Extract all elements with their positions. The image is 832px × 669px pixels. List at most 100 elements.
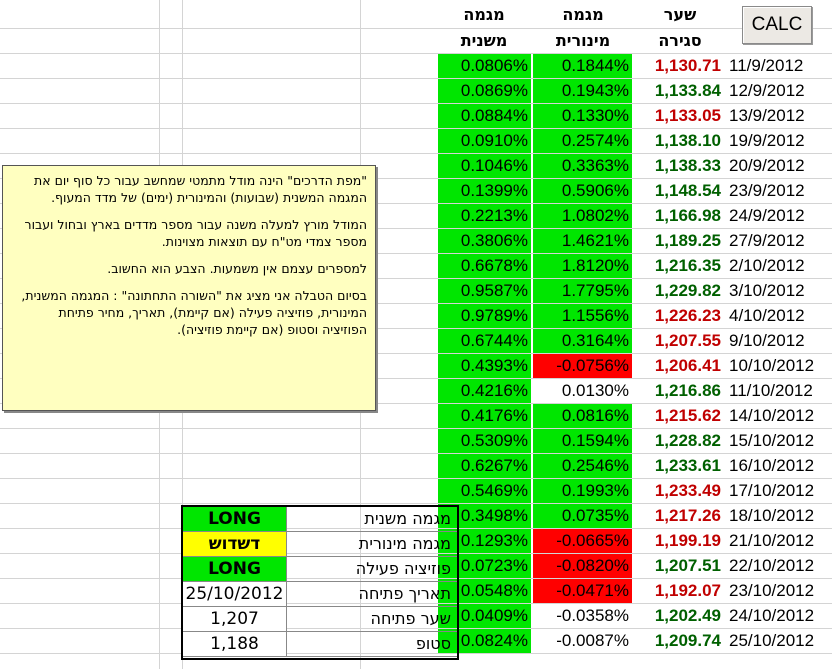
- close-price-cell[interactable]: 1,148.54: [654, 181, 721, 200]
- date-cell[interactable]: 3/10/2012: [729, 281, 805, 300]
- major-trend-cell[interactable]: 0.9789%: [438, 304, 531, 328]
- summary-value[interactable]: דשדוש: [183, 532, 287, 556]
- minor-trend-cell[interactable]: 1.1556%: [533, 304, 632, 328]
- close-price-cell[interactable]: 1,138.10: [654, 131, 721, 150]
- date-cell[interactable]: 24/10/2012: [729, 606, 815, 625]
- close-price-cell[interactable]: 1,138.33: [654, 156, 721, 175]
- close-price-cell[interactable]: 1,216.35: [654, 256, 721, 275]
- minor-trend-cell[interactable]: -0.0665%: [533, 529, 632, 553]
- date-cell[interactable]: 27/9/2012: [729, 231, 805, 250]
- minor-trend-cell[interactable]: 0.1993%: [533, 479, 632, 503]
- close-price-cell[interactable]: 1,133.05: [654, 106, 721, 125]
- close-price-cell[interactable]: 1,229.82: [654, 281, 721, 300]
- major-trend-cell[interactable]: 0.0723%: [438, 554, 531, 578]
- close-price-cell[interactable]: 1,216.86: [654, 381, 721, 400]
- major-trend-cell[interactable]: 0.0824%: [438, 629, 531, 653]
- date-cell[interactable]: 14/10/2012: [729, 406, 815, 425]
- close-price-cell[interactable]: 1,217.26: [654, 506, 721, 525]
- major-trend-cell[interactable]: 0.4393%: [438, 354, 531, 378]
- major-trend-cell[interactable]: 0.0910%: [438, 129, 531, 153]
- close-price-cell[interactable]: 1,192.07: [654, 581, 721, 600]
- minor-trend-cell[interactable]: 0.3164%: [533, 329, 632, 353]
- close-price-cell[interactable]: 1,130.71: [654, 56, 721, 75]
- major-trend-cell[interactable]: 0.0806%: [438, 54, 531, 78]
- major-trend-cell[interactable]: 0.0884%: [438, 104, 531, 128]
- minor-trend-cell[interactable]: 0.1943%: [533, 79, 632, 103]
- date-cell[interactable]: 4/10/2012: [729, 306, 805, 325]
- minor-trend-cell[interactable]: 0.0735%: [533, 504, 632, 528]
- minor-trend-cell[interactable]: 1.4621%: [533, 229, 632, 253]
- date-cell[interactable]: 20/9/2012: [729, 156, 805, 175]
- close-price-cell[interactable]: 1,189.25: [654, 231, 721, 250]
- close-price-cell[interactable]: 1,207.51: [654, 556, 721, 575]
- date-cell[interactable]: 12/9/2012: [729, 81, 805, 100]
- date-cell[interactable]: 21/10/2012: [729, 531, 815, 550]
- minor-trend-cell[interactable]: 0.1594%: [533, 429, 632, 453]
- major-trend-cell[interactable]: 0.6267%: [438, 454, 531, 478]
- minor-trend-cell[interactable]: -0.0358%: [533, 604, 632, 628]
- calc-button[interactable]: CALC: [742, 6, 812, 44]
- major-trend-cell[interactable]: 0.4176%: [438, 404, 531, 428]
- minor-trend-cell[interactable]: 0.2574%: [533, 129, 632, 153]
- minor-trend-cell[interactable]: 0.0130%: [533, 379, 632, 403]
- minor-trend-cell[interactable]: 1.7795%: [533, 279, 632, 303]
- major-trend-cell[interactable]: 0.2213%: [438, 204, 531, 228]
- minor-trend-cell[interactable]: 0.1844%: [533, 54, 632, 78]
- major-trend-cell[interactable]: 0.5309%: [438, 429, 531, 453]
- date-cell[interactable]: 23/9/2012: [729, 181, 805, 200]
- date-cell[interactable]: 22/10/2012: [729, 556, 815, 575]
- close-price-cell[interactable]: 1,199.19: [654, 531, 721, 550]
- date-cell[interactable]: 17/10/2012: [729, 481, 815, 500]
- minor-trend-cell[interactable]: 0.3363%: [533, 154, 632, 178]
- close-price-cell[interactable]: 1,133.84: [654, 81, 721, 100]
- major-trend-cell[interactable]: 0.0548%: [438, 579, 531, 603]
- major-trend-cell[interactable]: 0.6744%: [438, 329, 531, 353]
- close-price-cell[interactable]: 1,215.62: [654, 406, 721, 425]
- major-trend-cell[interactable]: 0.0409%: [438, 604, 531, 628]
- date-cell[interactable]: 19/9/2012: [729, 131, 805, 150]
- close-price-cell[interactable]: 1,206.41: [654, 356, 721, 375]
- summary-value[interactable]: 25/10/2012: [183, 582, 287, 606]
- major-trend-cell[interactable]: 0.1399%: [438, 179, 531, 203]
- date-cell[interactable]: 10/10/2012: [729, 356, 815, 375]
- summary-value[interactable]: 1,207: [183, 607, 287, 631]
- major-trend-cell[interactable]: 0.1046%: [438, 154, 531, 178]
- date-cell[interactable]: 25/10/2012: [729, 631, 815, 650]
- minor-trend-cell[interactable]: -0.0087%: [533, 629, 632, 653]
- minor-trend-cell[interactable]: -0.0820%: [533, 554, 632, 578]
- major-trend-cell[interactable]: 0.0869%: [438, 79, 531, 103]
- minor-trend-cell[interactable]: 0.0816%: [533, 404, 632, 428]
- major-trend-cell[interactable]: 0.3498%: [438, 504, 531, 528]
- minor-trend-cell[interactable]: 0.2546%: [533, 454, 632, 478]
- close-price-cell[interactable]: 1,166.98: [654, 206, 721, 225]
- date-cell[interactable]: 15/10/2012: [729, 431, 815, 450]
- major-trend-cell[interactable]: 0.6678%: [438, 254, 531, 278]
- minor-trend-cell[interactable]: 1.8120%: [533, 254, 632, 278]
- date-cell[interactable]: 11/10/2012: [729, 381, 813, 400]
- date-cell[interactable]: 18/10/2012: [729, 506, 815, 525]
- close-price-cell[interactable]: 1,202.49: [654, 606, 721, 625]
- close-price-cell[interactable]: 1,209.74: [654, 631, 721, 650]
- close-price-cell[interactable]: 1,233.49: [654, 481, 721, 500]
- summary-value[interactable]: LONG: [183, 557, 287, 581]
- major-trend-cell[interactable]: 0.9587%: [438, 279, 531, 303]
- close-price-cell[interactable]: 1,226.23: [654, 306, 721, 325]
- major-trend-cell[interactable]: 0.1293%: [438, 529, 531, 553]
- minor-trend-cell[interactable]: 0.5906%: [533, 179, 632, 203]
- date-cell[interactable]: 16/10/2012: [729, 456, 815, 475]
- summary-value[interactable]: 1,188: [183, 632, 287, 656]
- minor-trend-cell[interactable]: 1.0802%: [533, 204, 632, 228]
- date-cell[interactable]: 9/10/2012: [729, 331, 805, 350]
- close-price-cell[interactable]: 1,228.82: [654, 431, 721, 450]
- minor-trend-cell[interactable]: -0.0471%: [533, 579, 632, 603]
- date-cell[interactable]: 2/10/2012: [729, 256, 805, 275]
- close-price-cell[interactable]: 1,207.55: [654, 331, 721, 350]
- minor-trend-cell[interactable]: 0.1330%: [533, 104, 632, 128]
- summary-value[interactable]: LONG: [183, 507, 287, 531]
- major-trend-cell[interactable]: 0.5469%: [438, 479, 531, 503]
- major-trend-cell[interactable]: 0.4216%: [438, 379, 531, 403]
- close-price-cell[interactable]: 1,233.61: [654, 456, 721, 475]
- minor-trend-cell[interactable]: -0.0756%: [533, 354, 632, 378]
- date-cell[interactable]: 13/9/2012: [729, 106, 805, 125]
- major-trend-cell[interactable]: 0.3806%: [438, 229, 531, 253]
